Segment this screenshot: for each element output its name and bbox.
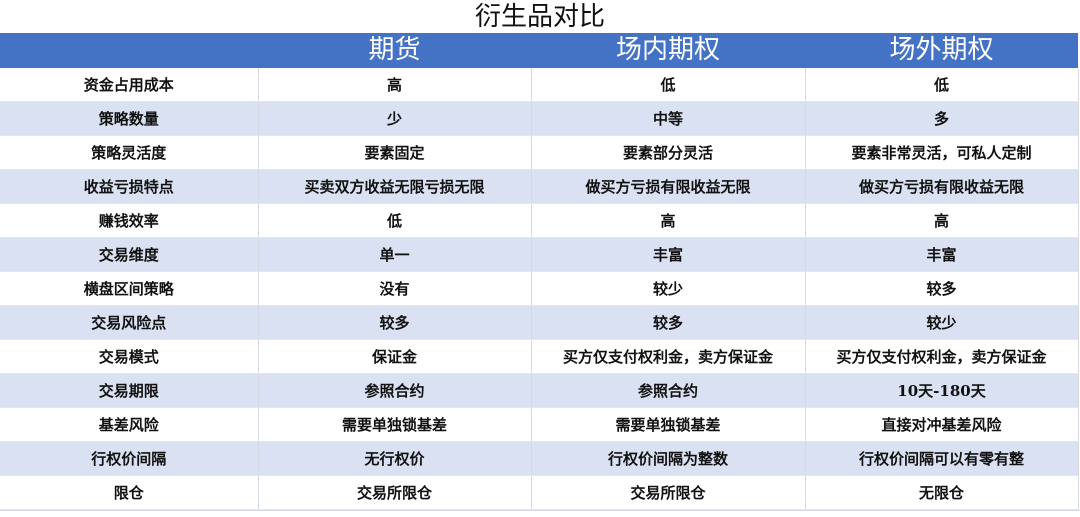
row-label: 策略灵活度 [0, 135, 259, 170]
table-row: 赚钱效率低高高 [0, 203, 1079, 238]
row-label: 策略数量 [0, 101, 259, 136]
row-label: 收益亏损特点 [0, 169, 259, 204]
column-header: 期货 [258, 33, 531, 68]
table-row: 限仓 交易所限仓 交易所限仓 无限仓 [0, 475, 1079, 510]
table-cell: 10天-180天 [805, 373, 1079, 408]
row-label: 交易模式 [0, 339, 259, 374]
table-cell: 买方仅支付权利金，卖方保证金 [531, 339, 806, 374]
table-cell: 做买方亏损有限收益无限 [805, 169, 1079, 204]
comparison-table: 期货 场内期权 场外期权 资金占用成本高低低策略数量少中等多策略灵活度 要素固定 要素部… [0, 33, 1079, 510]
row-label: 赚钱效率 [0, 203, 259, 238]
table-row: 交易模式 保证金 买方仅支付权利金，卖方保证金 买方仅支付权利金，卖方保证金 [0, 339, 1079, 374]
table-row: 行权价间隔 无行权价 行权价间隔为整数 行权价间隔可以有零有整 [0, 441, 1079, 476]
table-row: 资金占用成本高低低 [0, 68, 1079, 102]
row-label: 资金占用成本 [0, 68, 259, 102]
table-cell: 较少 [805, 305, 1079, 340]
table-cell: 行权价间隔可以有零有整 [805, 441, 1079, 476]
row-label: 交易期限 [0, 373, 259, 408]
table-cell: 买方仅支付权利金，卖方保证金 [805, 339, 1079, 374]
table-row: 基差风险 需要单独锁基差 需要单独锁基差 直接对冲基差风险 [0, 407, 1079, 442]
table-row: 策略灵活度 要素固定 要素部分灵活 要素非常灵活，可私人定制 [0, 135, 1079, 170]
table-cell: 较多 [531, 305, 806, 340]
table-cell: 没有 [258, 271, 532, 306]
table-row: 交易期限 参照合约 参照合约 10天-180天 [0, 373, 1079, 408]
table-cell: 少 [258, 101, 532, 136]
grid-line [0, 510, 1080, 517]
row-label: 基差风险 [0, 407, 259, 442]
table-cell: 较多 [805, 271, 1079, 306]
table-cell: 买卖双方收益无限亏损无限 [258, 169, 532, 204]
table-cell: 参照合约 [258, 373, 532, 408]
table-cell: 需要单独锁基差 [531, 407, 806, 442]
table-cell: 无限仓 [805, 475, 1079, 510]
table-cell: 做买方亏损有限收益无限 [531, 169, 806, 204]
table-cell: 要素固定 [258, 135, 532, 170]
table-cell: 要素非常灵活，可私人定制 [805, 135, 1079, 170]
table-cell: 单一 [258, 237, 532, 272]
table-row: 交易维度 单一 丰富 丰富 [0, 237, 1079, 272]
table-cell: 交易所限仓 [258, 475, 532, 510]
table-cell: 较少 [531, 271, 806, 306]
table-cell: 行权价间隔为整数 [531, 441, 806, 476]
table-row: 收益亏损特点 买卖双方收益无限亏损无限 做买方亏损有限收益无限 做买方亏损有限收益无限 [0, 169, 1079, 204]
table-cell: 低 [531, 68, 806, 102]
row-label: 交易风险点 [0, 305, 259, 340]
table-cell: 低 [805, 68, 1079, 102]
column-header: 场外期权 [805, 33, 1078, 68]
table-cell: 低 [258, 203, 532, 238]
table-cell: 要素部分灵活 [531, 135, 806, 170]
table-cell: 参照合约 [531, 373, 806, 408]
table-row: 交易风险点 较多 较多 较少 [0, 305, 1079, 340]
row-label: 行权价间隔 [0, 441, 259, 476]
row-label: 限仓 [0, 475, 259, 510]
column-header: 场内期权 [531, 33, 805, 68]
table-title: 衍生品对比 [474, 2, 605, 32]
header-row: 期货 场内期权 场外期权 [0, 33, 1078, 68]
table-cell: 多 [805, 101, 1079, 136]
table-cell: 保证金 [258, 339, 532, 374]
table-cell: 中等 [531, 101, 806, 136]
table-cell: 需要单独锁基差 [258, 407, 532, 442]
table-row: 策略数量少中等多 [0, 101, 1079, 136]
row-label: 横盘区间策略 [0, 271, 259, 306]
table-cell: 丰富 [805, 237, 1079, 272]
column-header [0, 33, 258, 68]
table-cell: 无行权价 [258, 441, 532, 476]
table-cell: 交易所限仓 [531, 475, 806, 510]
table-cell: 高 [805, 203, 1079, 238]
table-cell: 较多 [258, 305, 532, 340]
row-label: 交易维度 [0, 237, 259, 272]
table-cell: 高 [531, 203, 806, 238]
table-cell: 高 [258, 68, 532, 102]
table-cell: 直接对冲基差风险 [805, 407, 1079, 442]
table-row: 横盘区间策略 没有 较少 较多 [0, 271, 1079, 306]
table-cell: 丰富 [531, 237, 806, 272]
